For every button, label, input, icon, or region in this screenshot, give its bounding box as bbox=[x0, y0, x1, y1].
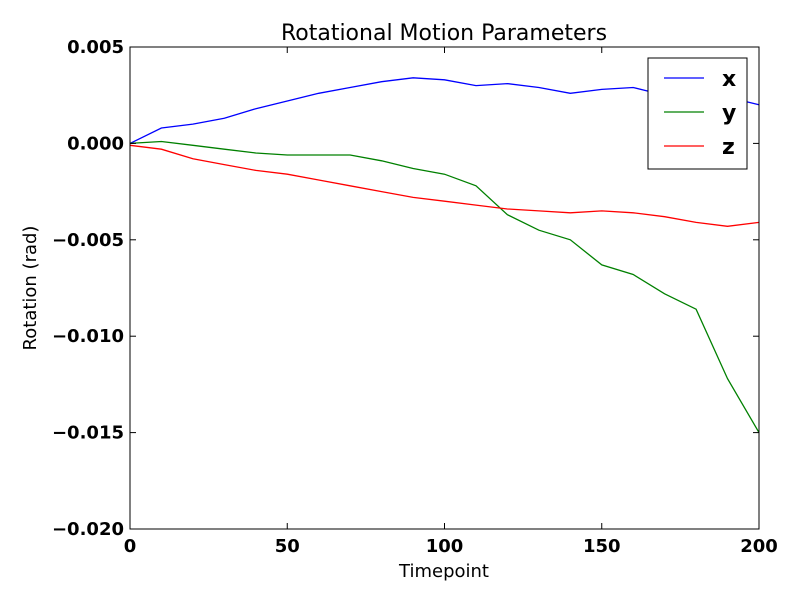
legend-label-x: x bbox=[722, 67, 736, 92]
legend: xyz bbox=[647, 57, 748, 170]
x-tick-label: 200 bbox=[740, 536, 778, 557]
x-tick-label: 150 bbox=[583, 536, 621, 557]
y-tick-label: −0.005 bbox=[52, 230, 124, 251]
y-tick-label: 0.000 bbox=[67, 133, 124, 154]
y-tick-label: −0.010 bbox=[52, 326, 124, 347]
x-tick-label: 0 bbox=[124, 536, 137, 557]
x-tick-label: 100 bbox=[426, 536, 464, 557]
y-tick-label: 0.005 bbox=[67, 37, 124, 58]
legend-label-z: z bbox=[722, 135, 735, 160]
y-tick-label: −0.020 bbox=[52, 519, 124, 540]
y-tick-label: −0.015 bbox=[52, 423, 124, 444]
x-tick-label: 50 bbox=[275, 536, 300, 557]
legend-box bbox=[647, 57, 748, 170]
axis-ticks: 0 50 100 150 200 0.005 0.000 −0.005 −0.010 −0.015… bbox=[52, 37, 778, 557]
series-line-z bbox=[129, 144, 760, 227]
series-line-y bbox=[129, 140, 760, 433]
chart-title: Rotational Motion Parameters bbox=[281, 21, 607, 46]
plot-frame bbox=[129, 46, 760, 530]
legend-label-y: y bbox=[722, 101, 736, 126]
y-axis-label: Rotation (rad) bbox=[20, 226, 41, 351]
x-axis-label: Timepoint bbox=[398, 561, 489, 582]
